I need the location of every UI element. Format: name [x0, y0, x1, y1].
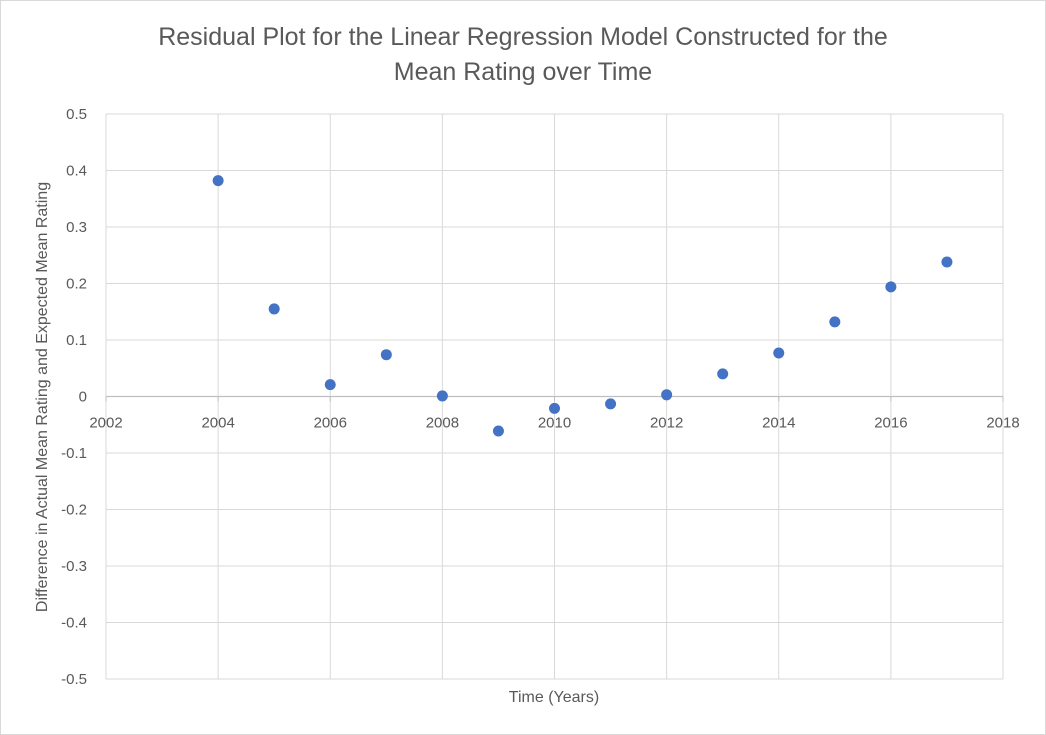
x-tick-label: 2006	[314, 415, 347, 432]
data-point	[773, 347, 785, 359]
y-tick-label: -0.4	[61, 615, 87, 632]
data-points	[212, 175, 953, 437]
y-tick-label: -0.2	[61, 502, 87, 519]
x-tick-label: 2004	[201, 415, 234, 432]
data-point	[717, 368, 729, 380]
data-point	[549, 402, 560, 414]
data-point	[941, 256, 953, 268]
chart-title-line-1: Residual Plot for the Linear Regression …	[158, 23, 888, 51]
x-tick-label: 2018	[986, 415, 1019, 432]
y-tick-label: -0.3	[61, 558, 87, 575]
data-point	[436, 390, 448, 402]
chart-title-line-2: Mean Rating over Time	[394, 58, 652, 86]
x-tick-label: 2002	[89, 415, 122, 432]
x-tick-label: 2010	[538, 415, 571, 432]
zero-axis	[105, 395, 1004, 402]
x-tick-label: 2012	[650, 415, 683, 432]
y-axis-title: Difference in Actual Mean Rating and Exp…	[34, 182, 51, 612]
data-point	[885, 281, 897, 293]
data-point	[268, 303, 280, 315]
x-tick-labels: 2002 2004 2006 2008 2010 2012 2014 2016 2018	[89, 415, 1019, 432]
data-point	[212, 175, 224, 187]
data-point	[661, 389, 673, 401]
y-tick-label: 0.5	[66, 106, 87, 123]
y-tick-label: 0.3	[66, 219, 87, 236]
y-tick-label: -0.1	[61, 445, 87, 462]
chart-title: Residual Plot for the Linear Regression …	[158, 23, 888, 86]
data-point	[324, 379, 336, 391]
data-point	[829, 316, 841, 328]
y-tick-label: 0.2	[66, 276, 87, 293]
y-tick-label: 0.1	[66, 332, 87, 349]
data-point	[380, 349, 392, 361]
x-tick-label: 2014	[762, 415, 795, 432]
y-tick-label: 0	[79, 389, 87, 406]
y-tick-label: -0.5	[61, 671, 87, 688]
x-axis-title: Time (Years)	[509, 689, 599, 706]
data-point	[605, 398, 617, 410]
x-tick-label: 2016	[874, 415, 907, 432]
x-tick-label: 2008	[426, 415, 459, 432]
y-tick-labels: 0.5 0.4 0.3 0.2 0.1 0 -0.1 -0.2 -0.3 -0.4 -0.5	[61, 106, 87, 688]
y-tick-label: 0.4	[66, 163, 87, 180]
data-point	[492, 425, 504, 437]
